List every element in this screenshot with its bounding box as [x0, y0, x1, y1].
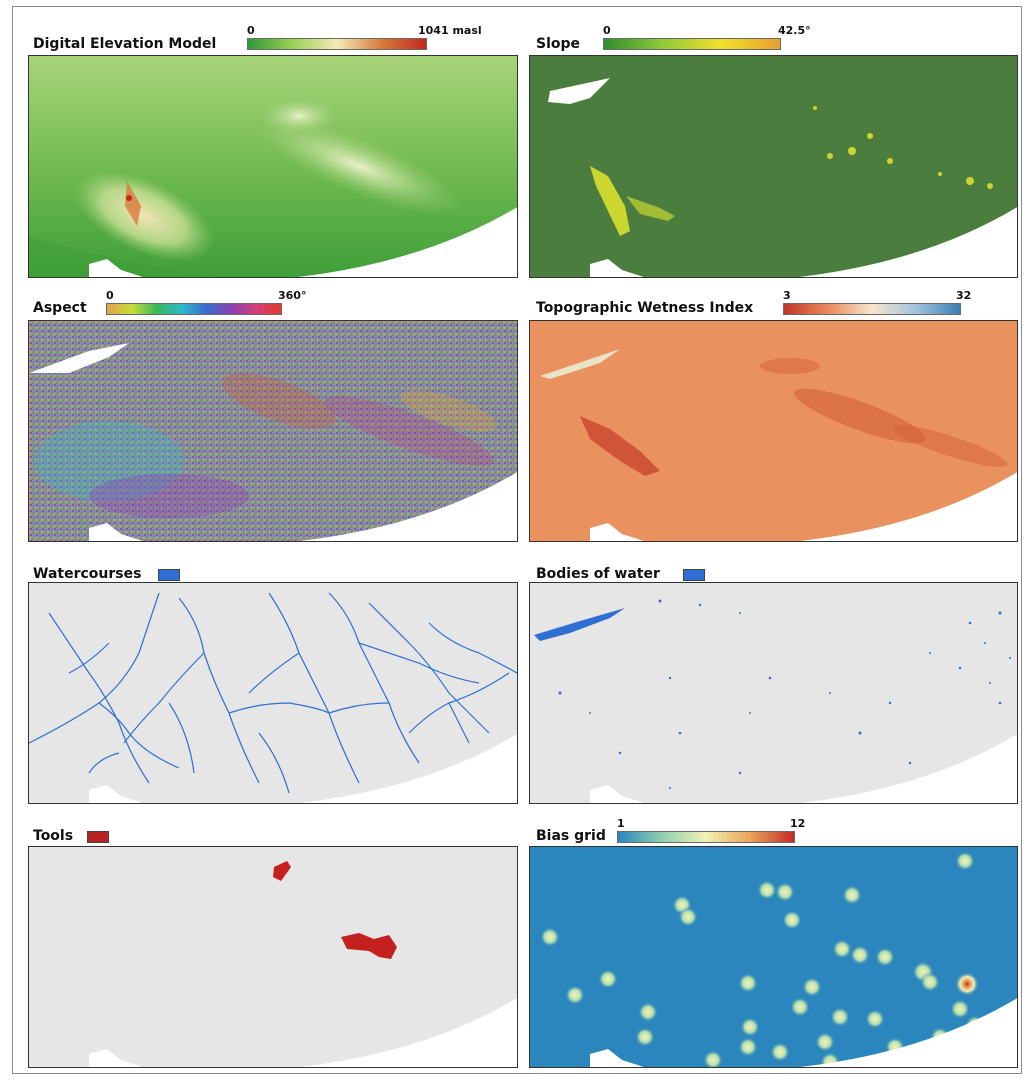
aspect-color-ramp [106, 303, 282, 315]
bias-grid-legend-min: 1 [617, 817, 625, 830]
watercourses-map-graphic [29, 583, 517, 803]
dem-legend-max: 1041 masl [418, 24, 482, 37]
slope-map [529, 55, 1018, 278]
bias-grid-color-ramp [617, 831, 795, 843]
dem-legend-min: 0 [247, 24, 255, 37]
dem-color-ramp [247, 38, 427, 50]
bias-grid-legend-max: 12 [790, 817, 806, 830]
bias-grid-map-graphic [530, 847, 1017, 1067]
twi-map [529, 320, 1018, 542]
bias-grid-title: Bias grid [536, 828, 606, 844]
twi-title: Topographic Wetness Index [536, 300, 754, 316]
bodies-of-water-title: Bodies of water [536, 566, 660, 582]
slope-color-ramp [603, 38, 781, 50]
tools-map-graphic [29, 847, 517, 1067]
twi-legend-min: 3 [783, 289, 791, 302]
bodies-of-water-map [529, 582, 1018, 804]
bodies-of-water-legend-swatch [683, 569, 705, 581]
tools-legend-swatch [87, 831, 109, 843]
tools-map [28, 846, 518, 1068]
watercourses-title: Watercourses [33, 566, 142, 582]
aspect-legend-min: 0 [106, 289, 114, 302]
twi-legend-max: 32 [956, 289, 972, 302]
bias-grid-map [529, 846, 1018, 1068]
dem-title: Digital Elevation Model [33, 36, 217, 52]
aspect-legend-max: 360° [278, 289, 307, 302]
slope-legend-min: 0 [603, 24, 611, 37]
bodies-of-water-map-graphic [530, 583, 1017, 803]
aspect-map [28, 320, 518, 542]
twi-color-ramp [783, 303, 961, 315]
dem-map-graphic [29, 56, 517, 277]
aspect-map-graphic [29, 321, 517, 541]
tools-title: Tools [33, 828, 74, 844]
slope-title: Slope [536, 36, 581, 52]
figure-frame [12, 6, 1022, 1074]
twi-map-graphic [530, 321, 1017, 541]
watercourses-legend-swatch [158, 569, 180, 581]
aspect-title: Aspect [33, 300, 87, 316]
slope-map-graphic [530, 56, 1017, 277]
dem-map [28, 55, 518, 278]
slope-legend-max: 42.5° [778, 24, 811, 37]
watercourses-map [28, 582, 518, 804]
